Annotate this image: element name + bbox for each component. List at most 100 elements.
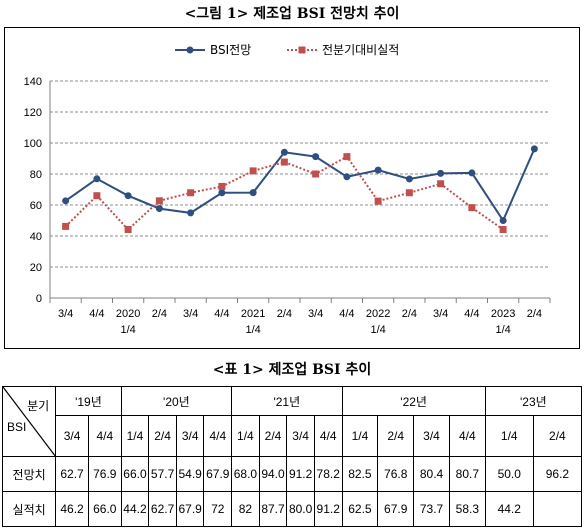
table-cell: 46.2 [55, 491, 89, 527]
data-point [280, 158, 288, 166]
y-tick-label: 60 [30, 200, 42, 212]
table-cell: 54.9 [175, 456, 205, 492]
table-cell: 80.4 [413, 456, 450, 492]
y-tick-label: 120 [24, 107, 42, 119]
x-tick-label: 1/4 [370, 324, 385, 336]
table-cell: 91.2 [286, 456, 315, 492]
x-tick-label: 2020 [116, 308, 140, 320]
table-cell: 67.9 [203, 456, 233, 492]
row-header: 전망치 [1, 456, 57, 492]
data-point [93, 175, 101, 183]
data-point [218, 189, 226, 197]
table-title: <표 1> 제조업 BSI 추이 [212, 362, 372, 378]
quarter-header: 4/4 [313, 415, 343, 457]
chart-frame: 0 20 40 60 80 100 120 140 3/4 4/4 2020 1/4 2/4 3/4 4/4… [4, 27, 580, 349]
x-tick-label: 2/4 [277, 308, 292, 320]
table-cell: 73.7 [413, 491, 450, 527]
table-cell: 72 [203, 491, 233, 527]
data-point [437, 180, 445, 188]
data-point [405, 175, 413, 183]
table-cell: 67.9 [377, 491, 415, 527]
bsi-table: 분기 BSI '19년 '20년 '21년 '22년 '23년 3/4 4/4 1/4 2/4 3/4… [1, 386, 583, 527]
x-tick-label: 3/4 [433, 308, 448, 320]
x-tick-label: 1/4 [495, 324, 510, 336]
table-cell: 82 [231, 491, 260, 527]
data-point [249, 189, 257, 197]
year-header: '23년 [484, 386, 583, 416]
figure-title: <그림 1> 제조업 BSI 전망치 추이 [184, 6, 400, 22]
y-tick-label: 80 [30, 169, 42, 181]
y-tick-label: 100 [24, 138, 42, 150]
table-cell: 62.5 [341, 491, 379, 527]
y-tick-label: 20 [30, 262, 42, 274]
data-point [155, 197, 163, 205]
table-cell: 58.3 [448, 491, 486, 527]
data-point [280, 148, 288, 156]
x-tick-label: 3/4 [58, 308, 73, 320]
data-point [530, 145, 538, 153]
quarter-header: 2/4 [148, 415, 177, 457]
year-header: '21년 [231, 386, 343, 416]
quarter-header: 4/4 [448, 415, 486, 457]
x-tick-label: 4/4 [89, 308, 104, 320]
table-cell: 44.2 [484, 491, 534, 527]
table-cell: 57.7 [148, 456, 177, 492]
legend-marker [186, 46, 194, 54]
table-cell: 66.0 [87, 491, 122, 527]
data-point [468, 204, 476, 212]
data-point [62, 197, 70, 205]
data-point [374, 197, 382, 205]
x-tick-label: 2021 [241, 308, 265, 320]
year-header: '20년 [120, 386, 233, 416]
x-tick-label: 2023 [491, 308, 515, 320]
x-tick-label: 3/4 [183, 308, 198, 320]
table-cell: 67.9 [175, 491, 205, 527]
quarter-header: 4/4 [87, 415, 122, 457]
quarter-header: 3/4 [175, 415, 205, 457]
table-cell: 68.0 [231, 456, 260, 492]
table-cell: 50.0 [484, 456, 534, 492]
data-point [187, 189, 195, 197]
legend-label: 전분기대비실적 [322, 43, 399, 57]
table-cell: 80.0 [286, 491, 315, 527]
quarter-header: 3/4 [413, 415, 450, 457]
table-cell: 62.7 [148, 491, 177, 527]
table-cell: 80.7 [448, 456, 486, 492]
quarter-header: 1/4 [484, 415, 534, 457]
x-tick-label: 2022 [366, 308, 390, 320]
corner-quarter-label: 분기 [27, 399, 50, 413]
data-point [499, 225, 507, 233]
table-cell: 66.0 [120, 456, 150, 492]
y-tick-label: 40 [30, 231, 42, 243]
table-cell: 62.7 [55, 456, 89, 492]
y-tick-label: 140 [24, 76, 42, 88]
data-point [218, 182, 226, 190]
quarter-header: 2/4 [377, 415, 415, 457]
series-line [64, 155, 504, 231]
table-cell: 76.8 [377, 456, 415, 492]
year-header: '22년 [341, 386, 486, 416]
table-cell: 76.9 [87, 456, 122, 492]
quarter-header: 1/4 [231, 415, 260, 457]
data-point [187, 209, 195, 217]
corner-cell: 분기 BSI [1, 386, 57, 457]
table-cell: 87.7 [258, 491, 288, 527]
data-point [374, 166, 382, 174]
x-tick-label: 4/4 [214, 308, 229, 320]
data-point [62, 222, 70, 230]
corner-bsi-label: BSI [7, 420, 27, 434]
x-tick-label: 4/4 [339, 308, 354, 320]
quarter-header: 2/4 [258, 415, 288, 457]
x-tick-label: 2/4 [152, 308, 167, 320]
x-tick-label: 3/4 [308, 308, 323, 320]
bsi-line-chart: 0 20 40 60 80 100 120 140 3/4 4/4 2020 1/4 2/4 3/4 4/4… [24, 43, 551, 336]
row-header: 실적치 [1, 491, 57, 527]
quarter-header: 4/4 [203, 415, 233, 457]
data-point [124, 225, 132, 233]
x-tick-label: 1/4 [120, 324, 135, 336]
data-point [93, 192, 101, 200]
data-point [405, 189, 413, 197]
data-point [155, 205, 163, 213]
data-point [499, 217, 507, 224]
diagonal-line [3, 387, 55, 456]
